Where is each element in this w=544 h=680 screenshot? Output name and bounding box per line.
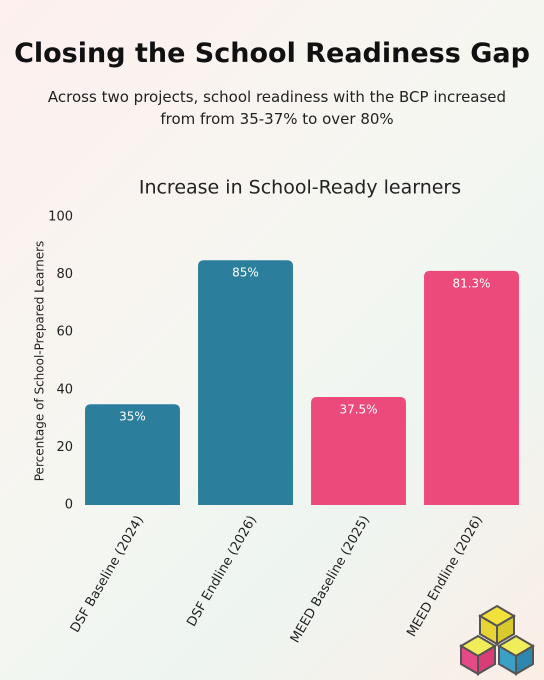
bar bbox=[424, 270, 519, 505]
y-tick-label: 60 bbox=[56, 325, 73, 340]
y-tick-label: 80 bbox=[56, 267, 73, 282]
x-tick-label: DSF Baseline (2024) bbox=[68, 513, 147, 635]
y-axis-label: Percentage of School-Prepared Learners bbox=[33, 241, 47, 482]
x-tick-label: DSF Endline (2026) bbox=[184, 513, 260, 629]
bar bbox=[198, 260, 293, 505]
bar bbox=[85, 404, 180, 505]
value-label: 35% bbox=[119, 410, 146, 424]
value-label: 81.3% bbox=[452, 276, 490, 290]
bar bbox=[311, 397, 406, 505]
x-tick-label: MEED Endline (2026) bbox=[404, 513, 486, 639]
y-tick-label: 40 bbox=[56, 382, 73, 397]
y-tick-label: 0 bbox=[65, 498, 73, 513]
y-tick-label: 20 bbox=[56, 440, 73, 455]
value-label: 37.5% bbox=[339, 403, 377, 417]
chart-title: Increase in School-Ready learners bbox=[139, 177, 461, 199]
y-tick-label: 100 bbox=[48, 210, 73, 225]
value-label: 85% bbox=[232, 266, 259, 280]
title: Closing the School Readiness Gap bbox=[14, 38, 530, 69]
logo bbox=[459, 604, 535, 676]
subtitle: Across two projects, school readiness wi… bbox=[47, 88, 507, 128]
x-tick-label: MEED Baseline (2025) bbox=[288, 513, 373, 645]
